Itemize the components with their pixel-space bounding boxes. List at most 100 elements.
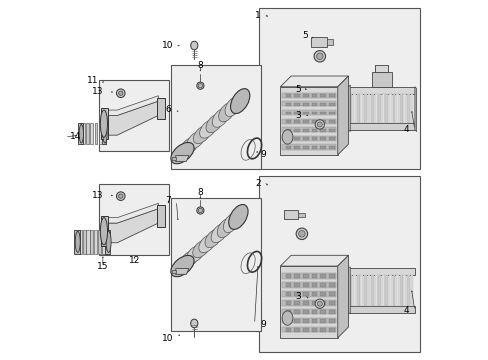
Ellipse shape xyxy=(196,207,203,214)
Polygon shape xyxy=(348,123,414,130)
Polygon shape xyxy=(395,275,398,306)
Polygon shape xyxy=(311,137,317,140)
Polygon shape xyxy=(106,203,158,223)
Polygon shape xyxy=(285,137,291,140)
Ellipse shape xyxy=(174,256,192,273)
Polygon shape xyxy=(294,146,300,149)
Polygon shape xyxy=(414,87,416,132)
Polygon shape xyxy=(106,96,158,116)
Ellipse shape xyxy=(212,108,228,127)
Polygon shape xyxy=(367,275,369,306)
Ellipse shape xyxy=(223,213,239,233)
Text: 8: 8 xyxy=(197,60,203,69)
Polygon shape xyxy=(294,120,300,123)
Ellipse shape xyxy=(79,125,83,143)
Ellipse shape xyxy=(186,245,204,263)
Ellipse shape xyxy=(196,82,203,89)
Polygon shape xyxy=(285,103,291,106)
Polygon shape xyxy=(328,112,334,114)
Polygon shape xyxy=(352,94,355,123)
Polygon shape xyxy=(328,283,334,287)
Polygon shape xyxy=(320,292,325,296)
Polygon shape xyxy=(106,209,158,243)
Ellipse shape xyxy=(199,120,216,138)
Ellipse shape xyxy=(314,120,324,129)
Text: 6: 6 xyxy=(165,105,171,114)
Text: 13: 13 xyxy=(92,86,104,95)
Polygon shape xyxy=(298,213,304,217)
Polygon shape xyxy=(388,275,391,306)
Polygon shape xyxy=(285,319,291,323)
Ellipse shape xyxy=(313,50,325,62)
Ellipse shape xyxy=(282,311,292,325)
Polygon shape xyxy=(406,275,409,306)
Polygon shape xyxy=(282,127,335,132)
Polygon shape xyxy=(348,87,414,94)
Polygon shape xyxy=(328,137,334,140)
Polygon shape xyxy=(328,94,334,97)
Polygon shape xyxy=(328,301,334,305)
Polygon shape xyxy=(294,94,300,97)
Polygon shape xyxy=(406,94,409,123)
Text: 3: 3 xyxy=(295,292,301,301)
Ellipse shape xyxy=(317,301,322,306)
Polygon shape xyxy=(280,255,348,266)
Polygon shape xyxy=(285,310,291,314)
Polygon shape xyxy=(282,110,335,115)
Polygon shape xyxy=(106,101,158,135)
Polygon shape xyxy=(282,119,335,124)
Polygon shape xyxy=(294,283,300,287)
Polygon shape xyxy=(328,328,334,332)
Polygon shape xyxy=(282,136,335,141)
Polygon shape xyxy=(282,144,335,149)
Polygon shape xyxy=(285,301,291,305)
Polygon shape xyxy=(285,112,291,114)
Text: 12: 12 xyxy=(128,256,140,265)
Polygon shape xyxy=(175,156,188,161)
Polygon shape xyxy=(367,94,369,123)
Polygon shape xyxy=(349,275,352,306)
Polygon shape xyxy=(395,94,398,123)
Polygon shape xyxy=(303,319,308,323)
Polygon shape xyxy=(280,76,348,87)
Polygon shape xyxy=(399,275,402,306)
Ellipse shape xyxy=(198,84,202,88)
Polygon shape xyxy=(294,301,300,305)
Polygon shape xyxy=(320,94,325,97)
Polygon shape xyxy=(360,94,363,123)
Polygon shape xyxy=(328,319,334,323)
Polygon shape xyxy=(349,94,352,123)
Polygon shape xyxy=(98,230,101,253)
Polygon shape xyxy=(86,123,89,144)
Polygon shape xyxy=(303,129,308,132)
Ellipse shape xyxy=(298,230,305,237)
Polygon shape xyxy=(78,123,83,144)
Polygon shape xyxy=(320,103,325,106)
Polygon shape xyxy=(101,216,108,246)
Polygon shape xyxy=(282,93,335,98)
Polygon shape xyxy=(337,255,348,338)
Polygon shape xyxy=(282,300,335,306)
Ellipse shape xyxy=(204,229,222,248)
Ellipse shape xyxy=(230,89,249,113)
Polygon shape xyxy=(385,275,387,306)
Polygon shape xyxy=(282,327,335,332)
Polygon shape xyxy=(311,319,317,323)
Polygon shape xyxy=(410,94,412,123)
Ellipse shape xyxy=(211,224,227,243)
Ellipse shape xyxy=(174,143,192,160)
Ellipse shape xyxy=(228,204,247,229)
Polygon shape xyxy=(385,94,387,123)
Polygon shape xyxy=(374,94,377,123)
Text: 5: 5 xyxy=(295,85,301,94)
Polygon shape xyxy=(348,268,414,275)
Text: 7: 7 xyxy=(165,196,171,205)
Polygon shape xyxy=(403,275,406,306)
Polygon shape xyxy=(311,129,317,132)
Ellipse shape xyxy=(75,231,80,252)
Polygon shape xyxy=(285,328,291,332)
Text: 9: 9 xyxy=(260,150,265,159)
Polygon shape xyxy=(328,120,334,123)
FancyBboxPatch shape xyxy=(99,80,169,151)
Polygon shape xyxy=(282,291,335,297)
